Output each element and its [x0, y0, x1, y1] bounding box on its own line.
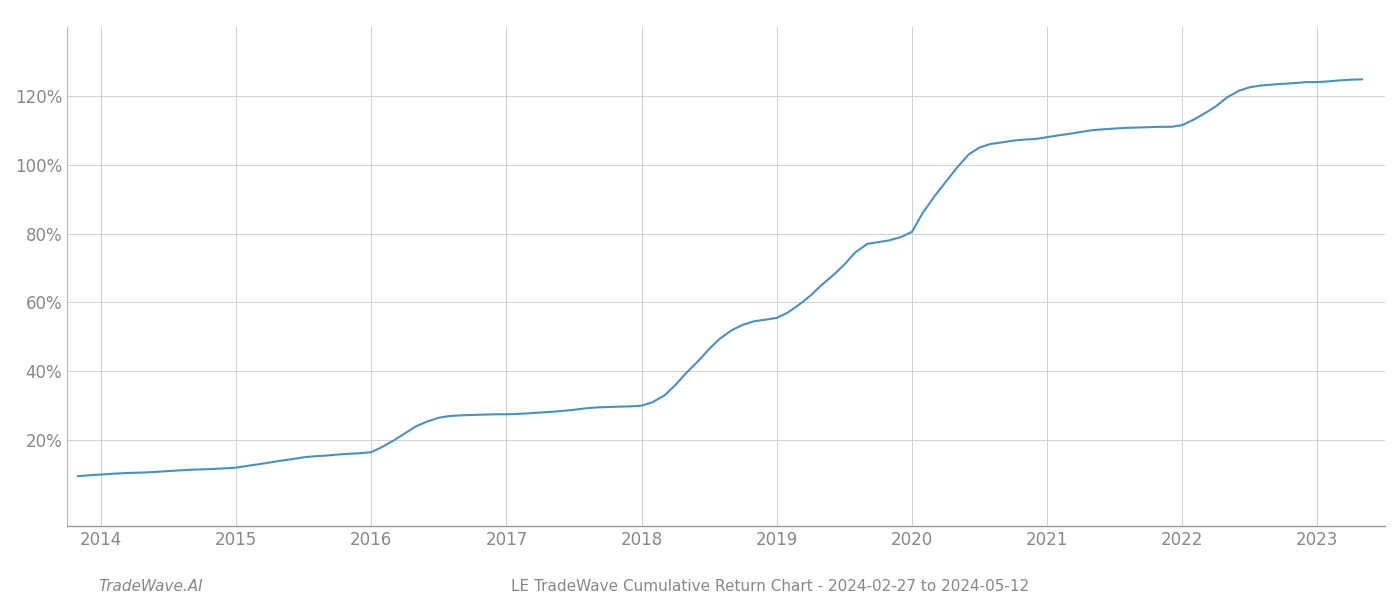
Text: LE TradeWave Cumulative Return Chart - 2024-02-27 to 2024-05-12: LE TradeWave Cumulative Return Chart - 2… [511, 579, 1029, 594]
Text: TradeWave.AI: TradeWave.AI [98, 579, 203, 594]
